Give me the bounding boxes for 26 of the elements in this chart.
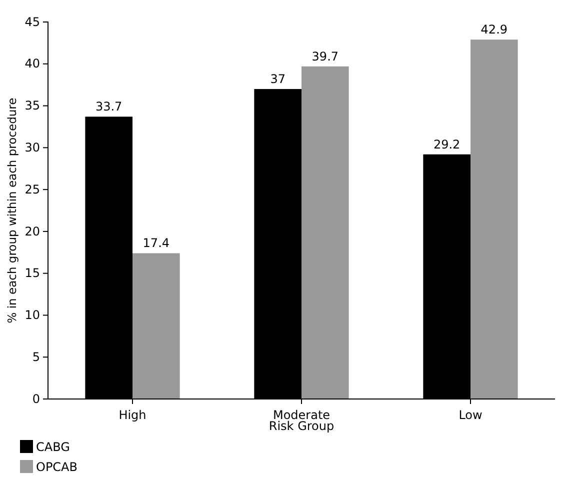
y-tick-label: 25 <box>24 182 40 196</box>
y-axis-title: % in each group within each procedure <box>5 98 19 324</box>
bar <box>302 66 349 399</box>
x-tick-label: Low <box>458 408 482 422</box>
y-tick-label: 10 <box>24 308 40 322</box>
y-tick-label: 0 <box>32 392 40 406</box>
y-tick-label: 15 <box>24 266 40 280</box>
x-axis-title: Risk Group <box>268 419 334 433</box>
y-tick-label: 20 <box>24 224 40 238</box>
data-label: 37 <box>270 72 286 86</box>
y-tick-label: 30 <box>24 140 40 155</box>
y-tick-label: 35 <box>24 98 40 113</box>
data-label: 29.2 <box>433 137 460 152</box>
data-label: 17.4 <box>142 236 170 250</box>
data-label: 33.7 <box>95 100 122 114</box>
x-tick-label: Moderate <box>272 408 330 422</box>
data-label: 42.9 <box>480 22 508 37</box>
y-tick-label: 40 <box>24 56 40 71</box>
y-tick-label: 45 <box>24 14 40 29</box>
data-label: 39.7 <box>312 49 339 64</box>
x-tick-label: High <box>118 408 146 422</box>
legend-label: OPCAB <box>36 460 78 474</box>
bar <box>470 40 518 399</box>
y-tick-label: 5 <box>32 350 40 364</box>
bar <box>132 253 180 399</box>
legend-label: CABG <box>36 440 70 454</box>
